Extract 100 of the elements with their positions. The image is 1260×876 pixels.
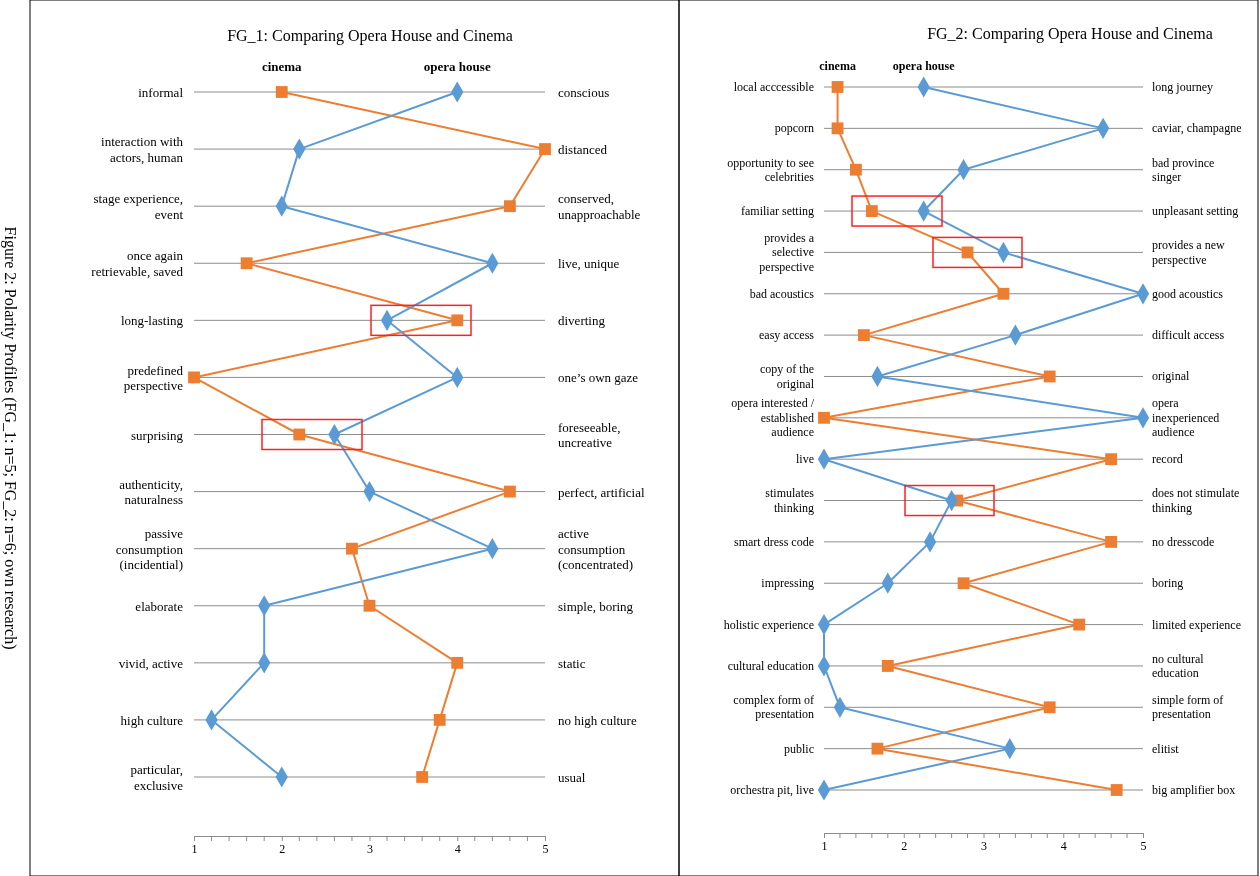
point xyxy=(451,314,464,327)
point xyxy=(240,257,253,270)
y-tick-label: local acccessible xyxy=(733,80,814,94)
x-tick-label: 5 xyxy=(1140,838,1147,853)
y-tick-label: stimulates thinking xyxy=(765,486,815,515)
y2-tick-label: simple form of presentation xyxy=(1152,693,1224,722)
y2-tick-label: opera inexperienced audience xyxy=(1152,396,1220,440)
point xyxy=(416,771,429,783)
y-tick-label: once again retrievable, saved xyxy=(91,247,184,279)
y2-tick-label: bad province singer xyxy=(1152,155,1215,184)
point xyxy=(997,287,1010,300)
point xyxy=(961,246,974,259)
y2-tick-label: live, unique xyxy=(558,255,620,271)
x-tick-label: 3 xyxy=(367,841,373,856)
point xyxy=(831,122,844,135)
y-tick-label: elaborate xyxy=(135,598,184,614)
point xyxy=(1105,535,1118,548)
point xyxy=(857,329,870,342)
point xyxy=(957,577,970,590)
y2-tick-label: record xyxy=(1152,452,1183,467)
point xyxy=(503,200,516,213)
point xyxy=(451,656,464,669)
y2-tick-label: perfect, artificial xyxy=(558,484,645,500)
y2-tick-label: diverting xyxy=(558,312,606,328)
point xyxy=(293,428,306,441)
y-tick-label: familiar setting xyxy=(741,204,814,219)
point xyxy=(1110,784,1123,796)
point xyxy=(433,714,446,726)
point xyxy=(831,81,844,93)
point xyxy=(849,163,862,176)
x-tick-label: 1 xyxy=(191,841,198,856)
y-tick-label: complex form of presentation xyxy=(733,693,814,722)
y-tick-label: opportunity to see celebrities xyxy=(727,155,815,184)
y2-tick-label: provides a new perspective xyxy=(1152,238,1225,267)
y2-tick-label: unpleasant setting xyxy=(1152,204,1239,219)
y-tick-label: popcorn xyxy=(774,121,814,136)
point xyxy=(275,86,288,98)
y-tick-label: cultural education xyxy=(727,658,814,673)
y2-tick-label: limited experience xyxy=(1152,617,1241,632)
y2-tick-label: difficult access xyxy=(1152,328,1225,343)
point xyxy=(1105,453,1118,466)
y-tick-label: bad acoustics xyxy=(749,286,815,301)
y2-tick-label: long journey xyxy=(1152,80,1213,94)
y2-tick-label: boring xyxy=(1152,576,1184,591)
point xyxy=(503,485,516,498)
y-tick-label: vivid, active xyxy=(118,655,184,671)
y-tick-label: high culture xyxy=(120,712,184,728)
y2-tick-label: conscious xyxy=(558,84,610,100)
series-label: cinema xyxy=(819,59,856,73)
y-tick-label: holistic experience xyxy=(723,617,814,632)
y-tick-label: orchestra pit, live xyxy=(730,783,814,797)
point xyxy=(871,742,884,755)
point xyxy=(539,143,551,155)
point xyxy=(188,371,200,384)
y-tick-label: copy of the original xyxy=(760,362,815,391)
point xyxy=(818,411,830,424)
y2-tick-label: no high culture xyxy=(558,712,637,728)
series-label: opera house xyxy=(892,59,956,73)
y-tick-label: interaction with actors, human xyxy=(101,133,184,165)
chart-title: FG_1: Comparing Opera House and Cinema xyxy=(227,27,513,45)
y2-tick-label: good acoustics xyxy=(1152,286,1224,301)
y2-tick-label: simple, boring xyxy=(558,598,634,614)
series-label: cinema xyxy=(261,59,303,74)
x-tick-label: 4 xyxy=(1060,838,1067,853)
y2-tick-label: elitist xyxy=(1152,741,1180,756)
point xyxy=(1043,701,1056,714)
point xyxy=(1043,370,1056,383)
y2-tick-label: static xyxy=(558,655,586,671)
y-tick-label: opera interested / established audience xyxy=(731,396,815,440)
y-tick-label: informal xyxy=(138,84,184,100)
y-tick-label: smart dress code xyxy=(734,534,814,549)
point xyxy=(865,205,878,217)
y-tick-label: easy access xyxy=(759,328,815,343)
y2-tick-label: original xyxy=(1152,369,1190,384)
x-tick-label: 5 xyxy=(542,841,549,856)
y-tick-label: stage experience, event xyxy=(93,190,184,222)
y-tick-label: long-lasting xyxy=(120,312,184,328)
y2-tick-label: no dresscode xyxy=(1152,534,1215,549)
point xyxy=(346,542,358,555)
point xyxy=(1073,618,1086,631)
y2-tick-label: no cultural education xyxy=(1152,651,1205,681)
y2-tick-label: foreseeable, uncreative xyxy=(558,419,621,450)
series-label: opera house xyxy=(423,59,491,74)
x-tick-label: 2 xyxy=(901,838,908,853)
point xyxy=(363,599,376,612)
y-tick-label: provides a selective perspective xyxy=(759,231,815,274)
y2-tick-label: usual xyxy=(558,769,586,785)
point xyxy=(881,660,894,672)
x-tick-label: 3 xyxy=(981,838,987,853)
y-tick-label: public xyxy=(784,741,814,756)
y-tick-label: predefined perspective xyxy=(123,362,184,393)
y-tick-label: authenticity, naturalness xyxy=(119,476,183,507)
y2-tick-label: caviar, champagne xyxy=(1152,121,1242,136)
y-tick-label: impressing xyxy=(761,576,814,591)
y2-tick-label: big amplifier box xyxy=(1152,783,1236,797)
y2-tick-label: active consumption (concentrated) xyxy=(558,525,634,572)
y-tick-label: particular, exclusive xyxy=(130,761,184,793)
x-tick-label: 1 xyxy=(821,838,828,853)
y2-tick-label: one’s own gaze xyxy=(558,369,639,385)
y2-tick-label: does not stimulate thinking xyxy=(1152,486,1240,515)
